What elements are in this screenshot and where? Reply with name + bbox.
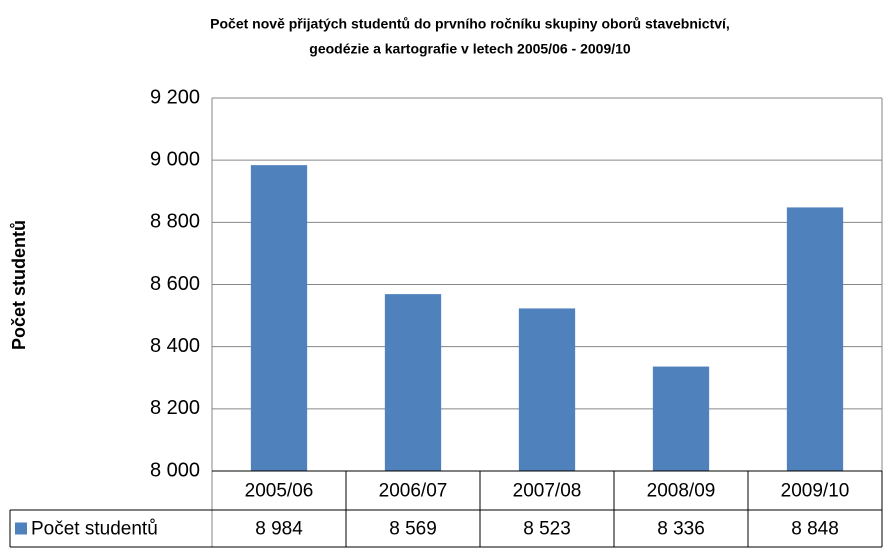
y-tick-label: 8 800 [150, 211, 200, 233]
y-tick-label: 8 400 [150, 335, 200, 357]
y-tick-label: 9 200 [150, 86, 200, 108]
x-tick-label: 2009/10 [781, 481, 850, 502]
x-tick-label: 2005/06 [245, 481, 314, 502]
legend-swatch [15, 522, 27, 535]
x-tick-label: 2007/08 [513, 481, 582, 502]
chart-title: Počet nově přijatých studentů do prvního… [210, 16, 730, 32]
y-tick-label: 9 000 [150, 148, 200, 170]
x-tick-label: 2008/09 [647, 481, 716, 502]
x-tick-label: 2006/07 [379, 481, 448, 502]
bar [786, 207, 844, 471]
y-tick-label: 8 200 [150, 397, 200, 419]
y-axis-label: Počet studentů [9, 220, 29, 350]
y-tick-label: 8 600 [150, 273, 200, 295]
table-value: 8 848 [791, 519, 839, 540]
table-value: 8 523 [523, 519, 571, 540]
table-value: 8 569 [389, 519, 437, 540]
bar [250, 165, 308, 471]
bar [384, 294, 442, 471]
table-value: 8 984 [255, 519, 303, 540]
table-value: 8 336 [657, 519, 705, 540]
y-tick-label: 8 000 [150, 459, 200, 481]
chart-title: geodézie a kartografie v letech 2005/06 … [309, 41, 631, 57]
legend-label: Počet studentů [31, 519, 158, 540]
bar [518, 308, 576, 471]
bar [652, 366, 710, 471]
